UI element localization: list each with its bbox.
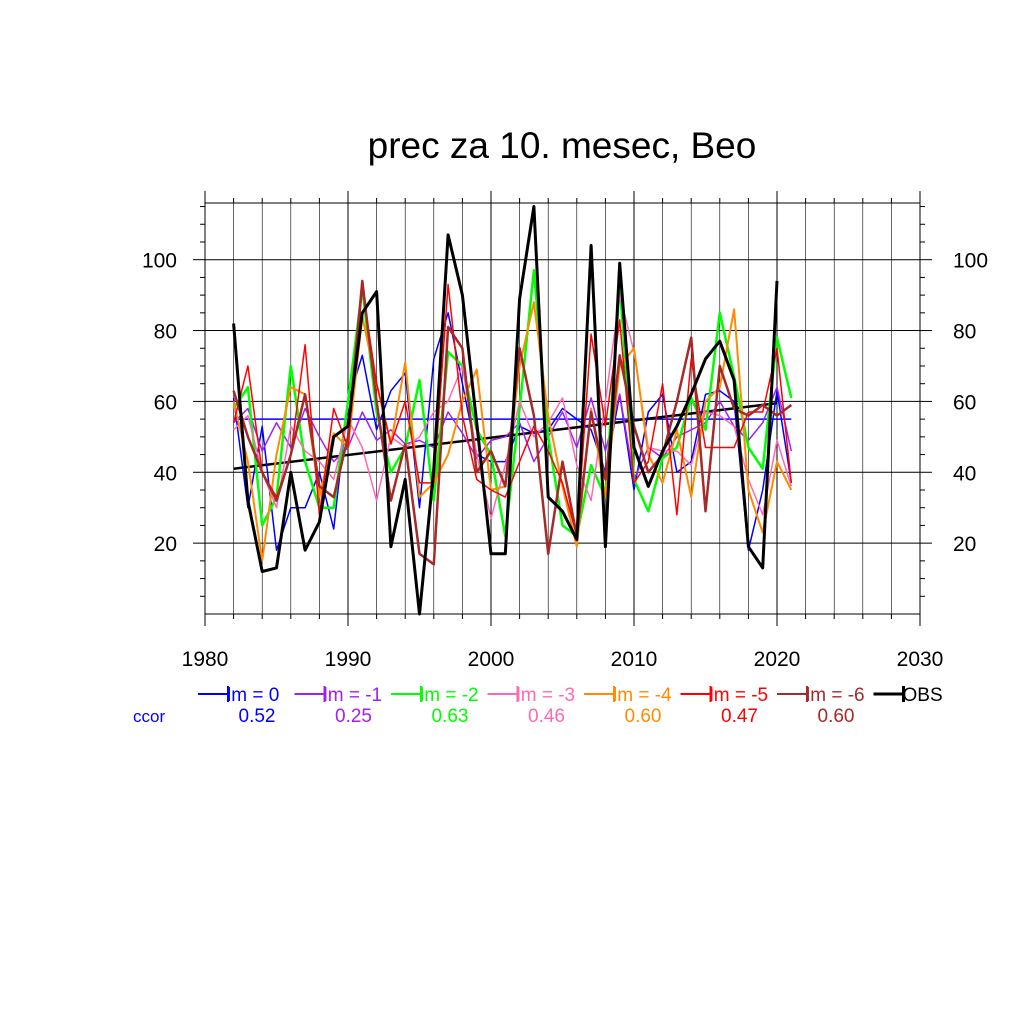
y-tick-label-right: 80: [953, 321, 976, 344]
y-tick-label: 100: [142, 250, 177, 273]
y-tick-label-right: 60: [953, 391, 976, 414]
plot-frame: [204, 202, 921, 615]
y-tick-label: 40: [154, 462, 177, 485]
legend-ccor-value: 0.63: [432, 706, 469, 727]
chart-title: prec za 10. mesec, Beo: [368, 125, 757, 166]
legend-ccor-value: 0.46: [528, 706, 565, 727]
legend-label: OBS: [903, 685, 943, 706]
y-tick-label-right: 20: [953, 533, 976, 556]
legend-ccor-value: 0.60: [625, 706, 662, 727]
y-tick-label: 80: [154, 321, 177, 344]
x-tick-label: 1980: [182, 648, 229, 671]
ccor-label: ccor: [133, 707, 165, 726]
legend-ccor-value: 0.52: [239, 706, 276, 727]
legend-label: lm = -3: [517, 685, 576, 706]
x-tick-label: 1990: [325, 648, 372, 671]
y-tick-label: 60: [154, 391, 177, 414]
y-tick-label-right: 40: [953, 462, 976, 485]
x-tick-label: 2020: [754, 648, 801, 671]
legend-label: lm = -2: [420, 685, 479, 706]
legend-label: lm = 0: [227, 685, 279, 706]
series-lines: [232, 205, 793, 616]
legend-label: lm = -6: [806, 685, 865, 706]
x-tick-label: 2010: [611, 648, 658, 671]
legend-ccor-value: 0.25: [335, 706, 372, 727]
x-tick-label: 2030: [897, 648, 944, 671]
legend-ccor-value: 0.60: [818, 706, 855, 727]
legend-label: lm = -4: [613, 685, 672, 706]
series-line: [232, 283, 793, 537]
legend-label: lm = -1: [324, 685, 383, 706]
series-line: [232, 205, 779, 616]
y-tick-label: 20: [154, 533, 177, 556]
legend-label: lm = -5: [710, 685, 769, 706]
y-tick-label-right: 100: [953, 250, 988, 273]
legend-ccor-value: 0.47: [721, 706, 758, 727]
x-tick-label: 2000: [468, 648, 515, 671]
